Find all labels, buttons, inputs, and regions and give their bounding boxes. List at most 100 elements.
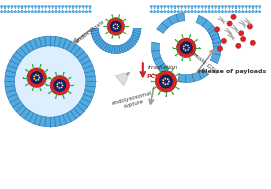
Bar — [229, 7, 230, 9]
Bar — [161, 10, 162, 12]
Bar — [8, 10, 9, 12]
Ellipse shape — [211, 5, 214, 8]
Ellipse shape — [204, 5, 207, 8]
Circle shape — [70, 92, 71, 94]
Ellipse shape — [231, 5, 234, 8]
Bar — [5, 10, 6, 12]
Circle shape — [183, 48, 185, 50]
Circle shape — [158, 68, 159, 70]
Bar — [212, 10, 213, 12]
Circle shape — [175, 55, 176, 56]
Bar — [45, 7, 46, 9]
Bar — [202, 7, 203, 9]
Polygon shape — [157, 13, 185, 33]
Circle shape — [119, 37, 120, 39]
Circle shape — [221, 38, 227, 44]
Circle shape — [153, 73, 154, 75]
Circle shape — [125, 33, 126, 34]
Circle shape — [14, 46, 86, 117]
Ellipse shape — [11, 11, 13, 13]
Ellipse shape — [48, 11, 51, 13]
Bar — [246, 10, 247, 12]
Ellipse shape — [238, 11, 241, 13]
Bar — [59, 7, 60, 9]
Circle shape — [32, 90, 33, 91]
Bar — [178, 7, 179, 9]
Circle shape — [37, 75, 39, 76]
Circle shape — [38, 77, 40, 78]
Bar — [191, 7, 193, 9]
Bar — [86, 10, 87, 12]
Bar — [215, 7, 216, 9]
Ellipse shape — [44, 11, 47, 13]
Ellipse shape — [224, 11, 227, 13]
Ellipse shape — [197, 5, 200, 8]
Ellipse shape — [65, 11, 67, 13]
Ellipse shape — [177, 11, 180, 13]
Bar — [35, 10, 36, 12]
Ellipse shape — [7, 5, 10, 8]
Ellipse shape — [17, 11, 20, 13]
Circle shape — [5, 36, 95, 127]
Ellipse shape — [78, 5, 81, 8]
Bar — [62, 10, 63, 12]
Ellipse shape — [214, 11, 217, 13]
Circle shape — [187, 45, 189, 46]
Bar — [232, 7, 233, 9]
Ellipse shape — [167, 11, 170, 13]
Circle shape — [178, 88, 179, 90]
Circle shape — [196, 39, 198, 41]
Ellipse shape — [191, 11, 193, 13]
Polygon shape — [126, 72, 130, 76]
Bar — [249, 10, 250, 12]
Ellipse shape — [0, 11, 3, 13]
Circle shape — [177, 38, 196, 57]
Ellipse shape — [221, 5, 224, 8]
Ellipse shape — [224, 5, 227, 8]
Ellipse shape — [4, 11, 7, 13]
Bar — [28, 7, 30, 9]
Bar — [205, 7, 206, 9]
Bar — [86, 7, 87, 9]
Circle shape — [31, 72, 43, 84]
Bar — [239, 10, 240, 12]
Polygon shape — [196, 15, 221, 43]
Bar — [72, 7, 74, 9]
Circle shape — [162, 79, 164, 81]
Circle shape — [49, 77, 50, 78]
Polygon shape — [91, 28, 141, 53]
Circle shape — [187, 49, 189, 51]
Ellipse shape — [259, 11, 261, 13]
Bar — [79, 7, 80, 9]
Bar — [59, 10, 60, 12]
Bar — [242, 10, 243, 12]
Ellipse shape — [72, 5, 74, 8]
Ellipse shape — [55, 5, 57, 8]
Bar — [1, 7, 2, 9]
Ellipse shape — [153, 11, 156, 13]
Ellipse shape — [75, 11, 78, 13]
Bar — [188, 7, 189, 9]
Circle shape — [214, 27, 220, 32]
Bar — [235, 7, 237, 9]
Bar — [49, 7, 50, 9]
Circle shape — [199, 47, 200, 48]
Circle shape — [55, 97, 56, 99]
Circle shape — [62, 84, 63, 86]
Bar — [174, 10, 176, 12]
Circle shape — [58, 82, 60, 84]
Circle shape — [188, 47, 190, 49]
Bar — [164, 10, 165, 12]
Ellipse shape — [187, 5, 190, 8]
Bar — [157, 10, 159, 12]
Ellipse shape — [150, 5, 153, 8]
Ellipse shape — [191, 5, 193, 8]
Circle shape — [49, 77, 51, 78]
Ellipse shape — [82, 11, 85, 13]
Bar — [38, 10, 40, 12]
Bar — [157, 7, 159, 9]
Circle shape — [25, 85, 27, 86]
Ellipse shape — [55, 11, 57, 13]
Bar — [21, 10, 23, 12]
Ellipse shape — [27, 5, 30, 8]
